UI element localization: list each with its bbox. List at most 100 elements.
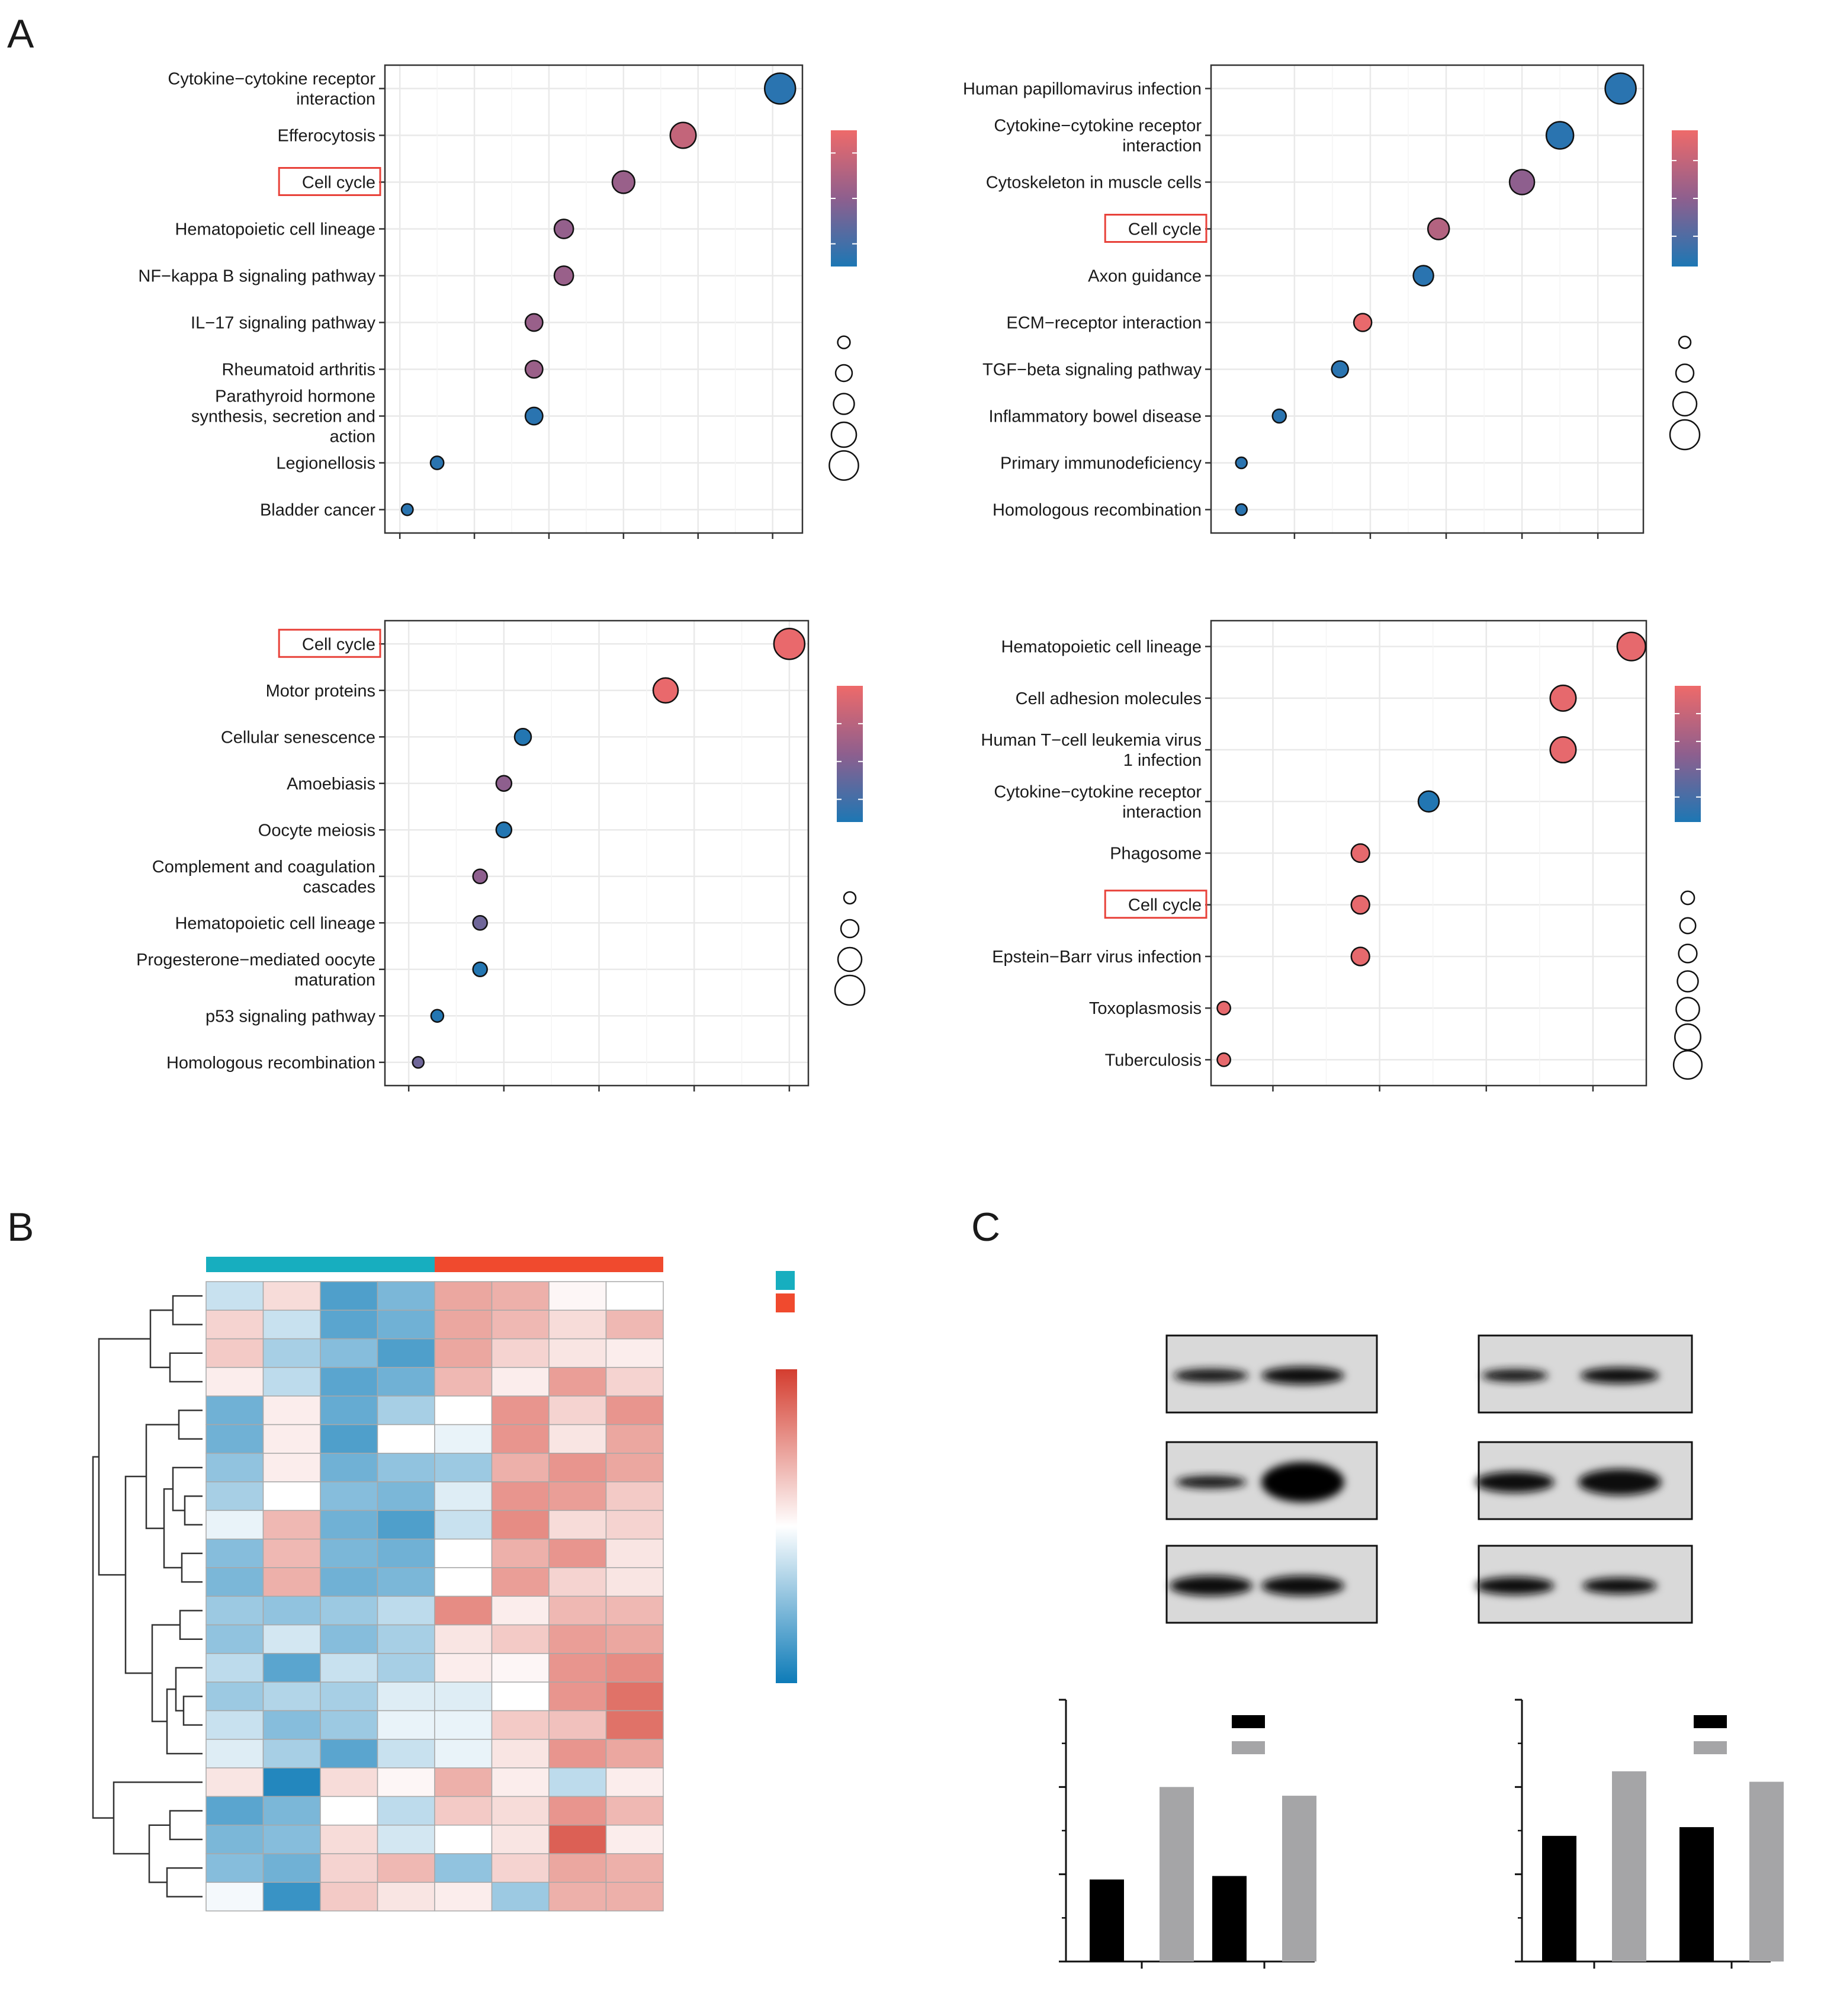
term-label: Hematopoietic cell lineage (1001, 638, 1202, 657)
data-point (1271, 408, 1287, 424)
heatmap-cell (605, 1653, 664, 1683)
heatmap-cell (262, 1424, 321, 1454)
heatmap-cell (377, 1624, 435, 1654)
heatmap-cell (205, 1453, 264, 1482)
term-label: Parathyroid hormone synthesis, secretion … (191, 387, 375, 447)
heatmap-cell (377, 1567, 435, 1597)
heatmap-cell (320, 1309, 378, 1340)
heatmap-cell (377, 1681, 435, 1712)
padj-colorbar (837, 686, 863, 822)
blot-band (1261, 1575, 1344, 1596)
heatmap-cell (205, 1510, 264, 1540)
highlight-box (278, 628, 381, 658)
data-point (1427, 217, 1450, 240)
term-label: Efferocytosis (278, 127, 375, 146)
heatmap-cell (205, 1367, 264, 1397)
term-label: Cell cycle (302, 174, 375, 192)
count-legend-circle (828, 450, 859, 481)
term-label: Hematopoietic cell lineage (175, 220, 375, 239)
data-point (430, 1009, 445, 1023)
data-point (669, 121, 697, 149)
heatmap-cell (262, 1453, 321, 1482)
heatmap-cell (262, 1538, 321, 1568)
heatmap-cell (491, 1453, 550, 1482)
heatmap-cell (548, 1395, 607, 1426)
heatmap-cell (262, 1767, 321, 1797)
data-point (1216, 1000, 1231, 1016)
heatmap-cell (205, 1481, 264, 1511)
heatmap-cell (434, 1596, 493, 1626)
data-point (524, 313, 544, 332)
heatmap-cell (205, 1882, 264, 1912)
heatmap-cell (434, 1767, 493, 1797)
heatmap-cell (434, 1538, 493, 1568)
term-label: Human T−cell leukemia virus 1 infection (981, 731, 1202, 770)
heatmap-cell (491, 1824, 550, 1854)
heatmap-cell (205, 1767, 264, 1797)
data-point (1216, 1052, 1231, 1067)
blot-band (1170, 1575, 1252, 1596)
term-label: Hematopoietic cell lineage (175, 914, 375, 933)
heatmap-cell (320, 1882, 378, 1912)
heatmap-cell (377, 1481, 435, 1511)
bar (1749, 1781, 1784, 1962)
data-point (611, 170, 636, 194)
heatmap-cell (205, 1853, 264, 1883)
heatmap-cell (548, 1281, 607, 1311)
heatmap-cell (491, 1796, 550, 1826)
term-label: Amoebiasis (287, 775, 375, 794)
bar-chart-hl60 (1515, 1699, 1784, 1969)
heatmap-cell (434, 1567, 493, 1597)
heatmap-cell (605, 1395, 664, 1426)
panel-label-a: A (7, 11, 34, 56)
heatmap-cell (548, 1681, 607, 1712)
heatmap-cell (605, 1882, 664, 1912)
heatmap-cell (377, 1281, 435, 1311)
blot-band (1582, 1578, 1657, 1594)
bar (1160, 1787, 1194, 1962)
heatmap-cell (491, 1767, 550, 1797)
heatmap-cell (320, 1710, 378, 1740)
heatmap-cell (377, 1596, 435, 1626)
heatmap-cell (491, 1653, 550, 1683)
heatmap-cell (548, 1596, 607, 1626)
heatmap-cell (434, 1395, 493, 1426)
legend-swatch (1694, 1741, 1727, 1754)
heatmap-cell (434, 1424, 493, 1454)
heatmap-cell (605, 1424, 664, 1454)
data-point (1353, 313, 1373, 332)
heatmap-cell (377, 1824, 435, 1854)
heatmap-cell (548, 1338, 607, 1368)
term-label: Cytokine−cytokine receptor interaction (994, 117, 1202, 156)
heatmap-cell (491, 1481, 550, 1511)
heatmap-cell (262, 1309, 321, 1340)
data-point (524, 359, 544, 379)
data-point (1549, 736, 1577, 764)
count-legend-circle (1679, 917, 1697, 935)
dotplot-sample4: Hematopoietic cell lineage Cell adhesion … (981, 619, 1703, 1092)
data-point (472, 961, 488, 977)
heatmap-cell (205, 1424, 264, 1454)
term-label: NF−kappa B signaling pathway (138, 267, 375, 286)
heatmap-cell (205, 1681, 264, 1712)
term-label: Cytoskeleton in muscle cells (986, 174, 1202, 192)
heatmap-cell (548, 1567, 607, 1597)
heatmap-cell (548, 1824, 607, 1854)
data-point (1235, 456, 1248, 470)
heatmap-cell (205, 1710, 264, 1740)
data-point (472, 868, 488, 884)
heatmap-cell (320, 1653, 378, 1683)
highlight-box (278, 167, 381, 196)
term-label: ECM−receptor interaction (1006, 314, 1202, 333)
dotplot-sample1: Cytokine−cytokine receptor interaction Eff… (138, 64, 859, 539)
term-label: Cell cycle (1128, 896, 1202, 915)
heatmap-cell (491, 1596, 550, 1626)
data-point (1331, 360, 1349, 378)
heatmap-cell (262, 1653, 321, 1683)
heatmap-cell (434, 1882, 493, 1912)
heatmap-cell (205, 1309, 264, 1340)
data-point (1417, 790, 1440, 813)
heatmap-cell (205, 1395, 264, 1426)
heatmap-cell (320, 1796, 378, 1826)
